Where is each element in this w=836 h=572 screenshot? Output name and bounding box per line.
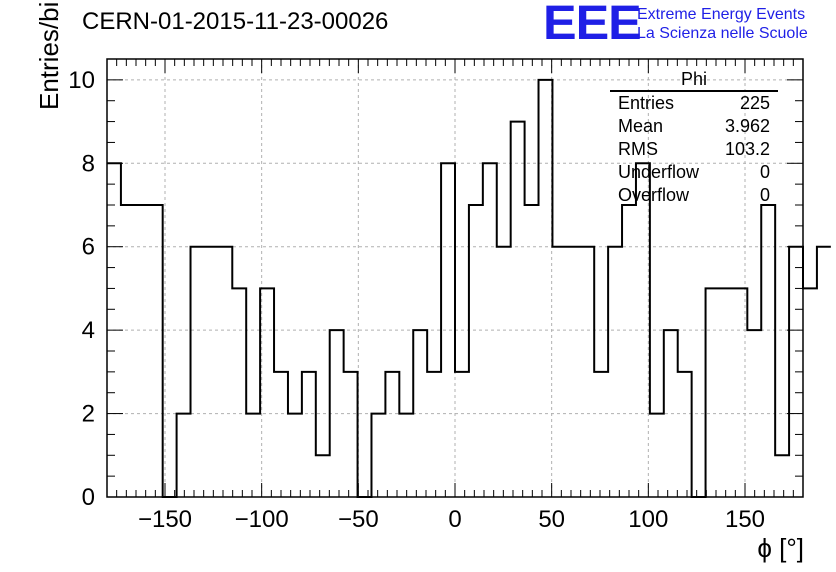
stats-row: Mean 3.962 [610,115,778,138]
stats-label: Mean [618,116,664,136]
logo-line-1: Extreme Energy Events [637,6,806,23]
stats-row: Entries 225 [610,92,778,115]
histogram-bars [107,78,831,498]
x-tick-label: 0 [448,506,461,533]
x-tick-label: −50 [338,506,379,533]
stats-label: Underflow [618,162,700,182]
chart-title: CERN-01-2015-11-23-00026 [82,8,389,35]
stats-value: 225 [739,93,770,113]
stats-row: Underflow 0 [610,161,778,184]
x-tick-label: 50 [538,506,565,533]
histogram-step-line [107,78,831,498]
stats-value: 0 [759,185,770,205]
x-tick-labels: −150 −100 −50 0 50 100 150 [138,506,765,533]
stats-value: 3.962 [724,116,770,136]
stats-box: Phi Entries 225 Mean 3.962 RMS 103.2 Underflow… [610,68,778,207]
eee-logo-text: Extreme Energy Events La Scienza nelle S… [637,5,808,43]
stats-value: 103.2 [724,139,770,159]
x-tick-label: −100 [235,506,289,533]
stats-row: RMS 103.2 [610,138,778,161]
stats-label: RMS [618,139,658,159]
y-tick-labels: 0 2 4 6 8 10 [68,67,95,511]
stats-label: Overflow [618,185,690,205]
x-tick-label: −150 [138,506,192,533]
y-tick-label: 2 [82,401,95,428]
y-axis-label: Entries/bin [34,0,64,110]
stats-row: Overflow 0 [610,184,778,207]
stats-label: Entries [618,93,675,113]
y-tick-label: 8 [82,150,95,177]
y-tick-label: 0 [82,484,95,511]
y-tick-label: 6 [82,234,95,261]
x-axis-label: ϕ [°] [757,533,804,563]
stats-value: 0 [759,162,770,182]
eee-logo-mark: EEE [543,0,642,50]
y-tick-label: 10 [68,67,95,94]
x-tick-label: 150 [725,506,765,533]
stats-title: Phi [610,68,778,92]
stats-rows: Entries 225 Mean 3.962 RMS 103.2 Underflow 0 Ove… [610,92,778,207]
logo-line-2: La Scienza nelle Scuole [637,25,808,42]
axis-ticks [107,59,803,498]
x-tick-label: 100 [628,506,668,533]
y-tick-label: 4 [82,317,95,344]
